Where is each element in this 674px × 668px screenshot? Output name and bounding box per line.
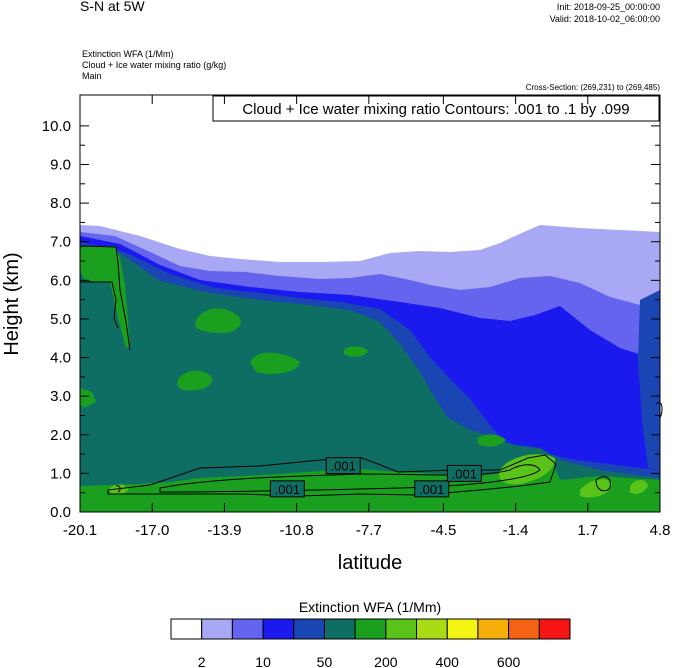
y-axis: 0.0 1.0 2.0 3.0 4.0 5.0 6.0 7.0 8.0 9.0 10.0 — [42, 118, 660, 521]
field-streak-right — [638, 290, 660, 470]
colorbar-swatch-11 — [508, 618, 540, 640]
valid-time: Valid: 2018-10-02_06:00:00 — [549, 14, 660, 24]
y-tick-label-8: 8.0 — [50, 195, 71, 212]
heatmap-field — [80, 225, 660, 512]
field-patch-light-green-2 — [580, 479, 612, 498]
field-patch-green-5 — [80, 388, 96, 408]
field-main: Main — [82, 71, 102, 81]
y-tick-label-5: 5.0 — [50, 311, 71, 328]
x-tick-label-3: -10.8 — [280, 522, 314, 539]
field-patch-light-green-4 — [110, 484, 128, 495]
colorbar-swatch-2 — [231, 618, 264, 640]
contour-lower-band — [107, 454, 557, 497]
y-tick-label-9: 9.0 — [50, 157, 71, 174]
colorbar-label-1: 10 — [255, 654, 271, 668]
contour-title-box — [212, 95, 660, 122]
x-tick-label-1: -17.0 — [135, 522, 169, 539]
contour-lines — [79, 245, 663, 497]
contour-upper-left — [79, 245, 131, 351]
x-tick-label-7: 1.7 — [577, 522, 598, 539]
colorbar-label-3: 200 — [374, 654, 398, 668]
field-patch-green-7 — [344, 346, 368, 357]
field-patch-green-1 — [80, 246, 130, 348]
cross-section-label: Cross-Section: (269,231) to (269,485) — [525, 83, 660, 92]
x-tick-label-5: -4.5 — [430, 522, 456, 539]
x-tick-label-4: -7.7 — [356, 522, 382, 539]
field-patch-green-3 — [177, 370, 213, 391]
contour-label-2: .001 — [419, 482, 444, 497]
y-tick-label-4: 4.0 — [50, 350, 71, 367]
y-axis-title: Height (km) — [1, 252, 23, 355]
contour-label-box-0 — [325, 457, 361, 475]
x-axis-title: latitude — [338, 552, 403, 574]
field-patch-light-green-1 — [499, 454, 556, 485]
colorbar-swatch-10 — [477, 618, 510, 640]
x-tick-label-0: -20.1 — [63, 522, 97, 539]
colorbar-swatch-1 — [201, 618, 233, 640]
x-tick-label-8: 4.8 — [650, 522, 671, 539]
colorbar-label-2: 50 — [317, 654, 333, 668]
contour-title: Cloud + Ice water mixing ratio Contours:… — [242, 101, 629, 118]
contour-upper-left-inner — [80, 281, 119, 329]
colorbar-swatch-4 — [293, 618, 325, 640]
y-tick-label-1: 1.0 — [50, 465, 71, 482]
contour-lower-inner — [159, 464, 541, 493]
field-cloud-ice: Cloud + Ice water mixing ratio (g/kg) — [82, 60, 227, 70]
colorbar-labels: 2 10 50 200 400 600 — [198, 654, 521, 668]
field-extinction: Extinction WFA (1/Mm) — [82, 49, 174, 59]
time-info: Init: 2018-09-25_00:00:00 Valid: 2018-10… — [550, 1, 660, 25]
field-patch-green-6 — [478, 434, 506, 447]
contour-labels: .001 .001 .001 .001 — [269, 457, 482, 498]
contour-label-box-2 — [414, 480, 450, 498]
plot-title: S-N at 5W — [80, 0, 145, 14]
colorbar-swatch-12 — [538, 618, 571, 640]
contour-right-blob — [595, 476, 611, 492]
colorbar-swatch-3 — [262, 618, 295, 640]
y-tick-label-2: 2.0 — [50, 427, 71, 444]
contour-left-blob — [115, 485, 121, 493]
colorbar-label-4: 400 — [436, 654, 460, 668]
field-list: Extinction WFA (1/Mm) Cloud + Ice water … — [82, 49, 226, 82]
contour-label-box-1 — [269, 480, 305, 498]
colorbar-swatch-9 — [446, 618, 479, 640]
contour-label-0: .001 — [331, 459, 356, 474]
colorbar-swatch-7 — [385, 618, 418, 640]
y-tick-label-3: 3.0 — [50, 388, 71, 405]
colorbar-swatch-0 — [170, 618, 203, 640]
colorbar-label-0: 2 — [198, 654, 206, 668]
colorbar-title: Extinction WFA (1/Mm) — [299, 599, 441, 615]
contour-right-edge — [655, 402, 663, 419]
colorbar-swatch-8 — [416, 618, 448, 640]
field-patch-light-green-3 — [630, 480, 648, 494]
field-patch-green-2 — [195, 308, 241, 334]
colorbar — [170, 618, 571, 640]
colorbar-label-5: 600 — [497, 654, 521, 668]
contour-label-box-3 — [446, 464, 482, 482]
colorbar-swatch-6 — [354, 618, 387, 640]
init-time: Init: 2018-09-25_00:00:00 — [556, 2, 660, 12]
x-axis: -20.1 -17.0 -13.9 -10.8 -7.7 -4.5 -1.4 1.7 4.8 — [63, 95, 671, 539]
contour-label-3: .001 — [452, 466, 477, 481]
x-tick-label-2: -13.9 — [207, 522, 241, 539]
plot-frame — [79, 94, 661, 513]
contour-label-1: .001 — [275, 482, 300, 497]
colorbar-swatch-5 — [323, 618, 356, 640]
y-tick-label-7: 7.0 — [50, 234, 71, 251]
y-tick-label-0: 0.0 — [50, 504, 71, 521]
field-patch-green-4 — [250, 352, 300, 374]
y-tick-label-6: 6.0 — [50, 272, 71, 289]
y-tick-label-10: 10.0 — [42, 118, 71, 135]
x-tick-label-6: -1.4 — [503, 522, 529, 539]
